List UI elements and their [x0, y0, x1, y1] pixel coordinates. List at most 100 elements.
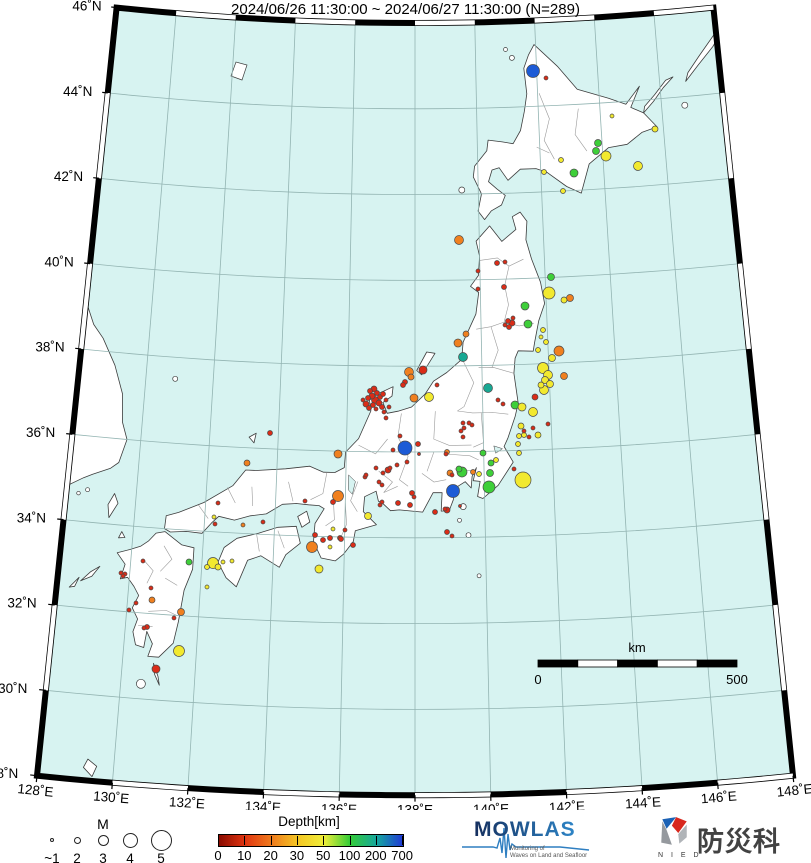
earthquake-marker — [327, 535, 333, 541]
mowlas-subtitle-line2: Waves on Land and Seafloor — [510, 853, 588, 860]
prefecture-border — [397, 413, 409, 487]
earthquake-marker — [470, 469, 476, 475]
earthquake-marker — [516, 433, 522, 439]
earthquake-marker — [547, 273, 555, 281]
earthquake-marker — [548, 354, 556, 362]
graticule-meridian — [474, 22, 492, 795]
earthquake-marker — [487, 459, 495, 467]
earthquake-marker — [424, 392, 434, 402]
earthquake-marker — [521, 428, 527, 434]
magnitude-circle — [150, 829, 172, 851]
earthquake-marker — [383, 397, 389, 403]
earthquake-marker — [330, 499, 336, 505]
small-island — [458, 186, 466, 194]
earthquake-marker — [517, 402, 527, 412]
earthquake-marker — [415, 441, 421, 447]
depth-tick-label: 50 — [315, 848, 331, 863]
small-island — [465, 532, 472, 539]
prefecture-border — [198, 504, 209, 519]
earthquake-marker — [240, 522, 246, 528]
prefecture-border — [144, 561, 154, 584]
graticule-meridian — [338, 22, 356, 795]
magnitude-label: ~1 — [44, 851, 60, 863]
prefecture-border — [256, 534, 260, 552]
earthquake-marker — [243, 459, 251, 467]
earthquake-marker — [460, 420, 466, 426]
earthquake-marker — [332, 490, 344, 502]
frame-segment — [737, 263, 751, 350]
earthquake-marker — [530, 425, 536, 431]
lat-tick — [111, 6, 117, 9]
depth-tick — [270, 836, 272, 845]
earthquake-marker — [444, 529, 450, 535]
earthquake-marker — [434, 382, 440, 388]
earthquake-marker — [633, 161, 643, 171]
earthquake-marker — [493, 457, 499, 463]
earthquake-marker — [537, 381, 545, 389]
nied-logo: N I E D 防災科研 — [657, 816, 807, 862]
frame-segment — [112, 780, 189, 791]
depth-tick-label: 10 — [237, 848, 252, 863]
earthquake-marker — [528, 407, 538, 417]
earthquake-marker — [126, 607, 132, 613]
earthquake-marker — [566, 294, 574, 302]
nied-name: 防災科研 — [697, 827, 781, 857]
small-island — [76, 490, 81, 496]
earthquake-marker — [453, 338, 463, 348]
earthquake-marker — [510, 315, 516, 321]
magnitude-label: 3 — [99, 851, 107, 863]
lake-biwa — [348, 474, 356, 495]
magnitude-legend-title: M — [97, 816, 109, 832]
prefecture-border — [358, 438, 388, 455]
lat-label: 42˚N — [54, 169, 83, 184]
earthquake-marker — [543, 75, 549, 81]
lat-tick — [93, 177, 99, 179]
lat-label: 40˚N — [45, 254, 74, 269]
magnitude-circle — [122, 832, 138, 848]
land-goto1 — [80, 565, 101, 582]
earthquake-marker — [460, 434, 466, 440]
lat-label: 36˚N — [26, 425, 55, 440]
earthquake-marker — [592, 147, 600, 155]
earthquake-marker — [560, 188, 566, 194]
earthquake-marker — [379, 404, 385, 410]
earthquake-marker — [148, 585, 154, 591]
depth-colorbar — [218, 834, 404, 847]
prefecture-border — [426, 451, 435, 472]
frame-segment — [96, 92, 110, 179]
lon-label: 136˚E — [321, 801, 357, 812]
small-island — [681, 101, 689, 109]
earthquake-marker — [458, 428, 464, 434]
earthquake-marker — [553, 345, 565, 357]
earthquake-marker — [360, 397, 366, 403]
earthquake-marker — [449, 472, 455, 478]
earthquake-marker — [442, 506, 448, 512]
earthquake-marker — [394, 462, 400, 468]
earthquake-marker — [397, 433, 403, 439]
depth-tick-label: 0 — [214, 848, 222, 863]
earthquake-marker — [338, 536, 344, 542]
lat-label: 46˚N — [72, 0, 101, 14]
earthquake-marker — [594, 139, 602, 147]
land-oki — [248, 432, 257, 444]
earthquake-marker — [501, 284, 507, 290]
lat-tick — [84, 262, 91, 265]
depth-tick-label: 20 — [263, 848, 278, 863]
lon-label: 128˚E — [17, 781, 54, 800]
earthquake-marker — [458, 352, 468, 362]
japan-hypocenter-map: km 0 500 46˚N 44˚N 42˚N 40˚N 38˚N 36˚N 34˚N 32˚N 30… — [0, 0, 811, 812]
prefecture-border — [338, 502, 347, 542]
earthquake-marker — [204, 584, 210, 590]
earthquake-marker — [475, 286, 481, 292]
depth-tick-label: 700 — [391, 848, 413, 863]
lon-label: 130˚E — [93, 788, 130, 806]
land-awaji — [297, 510, 311, 528]
magnitude-circle — [97, 834, 109, 846]
prefecture-border — [350, 481, 359, 512]
earthquake-marker — [469, 422, 475, 428]
earthquake-marker — [516, 450, 522, 456]
frame-segment — [175, 10, 236, 20]
earthquake-marker — [505, 318, 511, 324]
earthquake-marker — [314, 564, 324, 574]
